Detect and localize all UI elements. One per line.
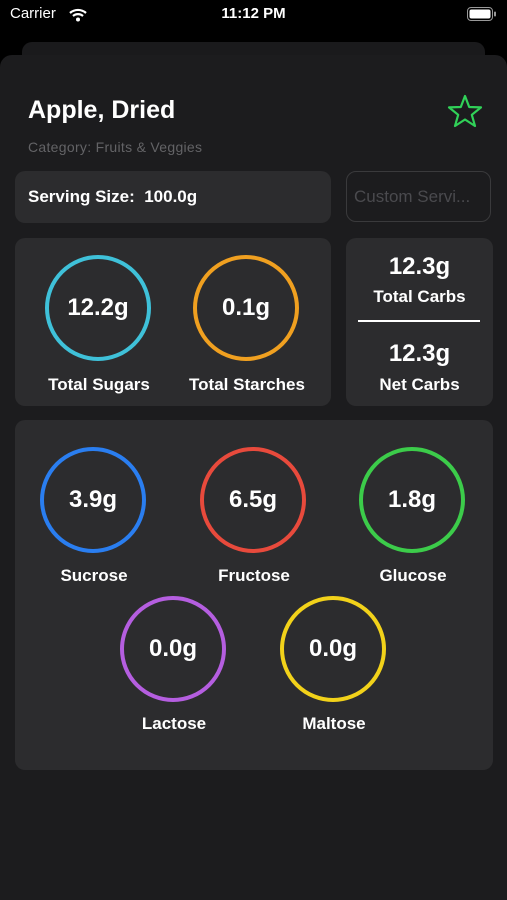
sugar-ring: 6.5g — [200, 447, 306, 553]
sugar-ring: 1.8g — [359, 447, 465, 553]
sugar-ring: 12.2g — [45, 255, 151, 361]
divider — [358, 320, 480, 322]
carb-value: 12.3g — [388, 340, 451, 367]
carb-label: Net Carbs — [379, 375, 460, 394]
sugars-card: 3.9g Sucrose 6.5g Fructose 1.8g Glucose … — [15, 420, 493, 770]
ring-label: Lactose — [141, 714, 207, 733]
serving-size-box: Serving Size: 100.0g — [15, 171, 331, 223]
ring-label: Glucose — [379, 566, 447, 585]
food-title: Apple, Dried — [28, 96, 176, 124]
starch-ring: 0.1g — [193, 255, 299, 361]
ring-label: Fructose — [218, 566, 290, 585]
sugar-ring: 0.0g — [120, 596, 226, 702]
carrier: Carrier — [10, 5, 56, 22]
input-placeholder: Custom Servi... — [354, 187, 471, 206]
serving-size: Serving Size: 100.0g — [28, 187, 198, 206]
sugar-ring: 3.9g — [40, 447, 146, 553]
category: Category: Fruits & Veggies — [28, 139, 203, 155]
ring-label: Total Starches — [189, 375, 305, 394]
custom-serving-input[interactable]: Custom Servi... — [346, 171, 491, 222]
carbs-card: 12.3g Total Carbs 12.3g Net Carbs — [346, 238, 493, 406]
time: 11:12 PM — [221, 5, 286, 22]
carb-label: Total Carbs — [373, 287, 466, 306]
sugar-ring: 0.0g — [280, 596, 386, 702]
ring-label: Maltose — [302, 714, 366, 733]
ring-label: Total Sugars — [48, 375, 150, 394]
favorite-star[interactable] — [447, 94, 483, 128]
totals-card: 12.2g Total Sugars 0.1g Total Starches — [15, 238, 331, 406]
wifi-icon — [69, 8, 87, 22]
battery-icon — [467, 7, 496, 21]
ring-label: Sucrose — [60, 566, 128, 585]
carb-value: 12.3g — [388, 253, 451, 280]
